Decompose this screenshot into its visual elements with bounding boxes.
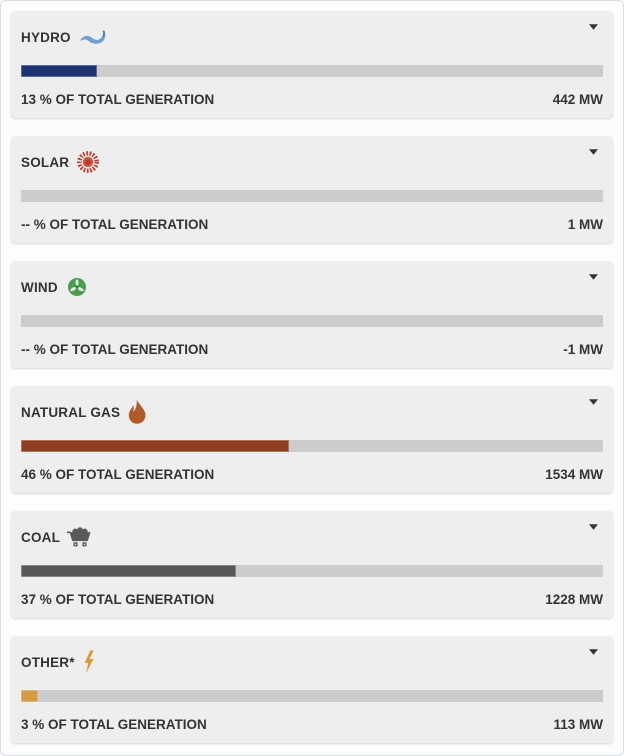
lightning-bolt-icon [82,650,96,674]
generation-bar-track [21,565,603,577]
bar-fill [21,690,39,702]
card-footer: 3 % OF TOTAL GENERATION 113 MW [21,717,603,732]
generation-bar-track [21,440,603,452]
card-footer: 46 % OF TOTAL GENERATION 1534 MW [21,467,603,482]
card-hydro[interactable]: HYDRO 13 % OF TOTAL GENERATION 442 MW [11,11,613,118]
card-header: COAL [21,520,603,554]
caret-down-icon[interactable] [585,395,601,409]
card-solar[interactable]: SOLAR -- % OF TOTAL GENERATION 1 MW [11,136,613,243]
fuel-label: WIND [21,279,58,295]
percent-of-generation-label: -- % OF TOTAL GENERATION [21,217,209,232]
fuel-label: SOLAR [21,154,70,170]
percent-of-generation-label: 3 % OF TOTAL GENERATION [21,717,207,732]
caret-down-icon[interactable] [585,270,601,284]
card-header: HYDRO [21,20,603,54]
bar-fill [21,440,289,452]
percent-of-generation-label: -- % OF TOTAL GENERATION [21,342,209,357]
sun-icon [76,150,100,174]
generation-bar-track [21,190,603,202]
card-footer: -- % OF TOTAL GENERATION -1 MW [21,342,603,357]
percent-of-generation-label: 37 % OF TOTAL GENERATION [21,592,215,607]
flame-icon [127,399,149,425]
generation-bar-track [21,690,603,702]
card-coal[interactable]: COAL 37 % OF TOTAL GENERATION 1228 MW [11,511,613,618]
card-natural-gas[interactable]: NATURAL GAS 46 % OF TOTAL GENERATION 153… [11,386,613,493]
megawatt-value: 1228 MW [545,592,603,607]
fuel-label: HYDRO [21,29,71,45]
bar-fill [21,65,97,77]
bar-fill [21,565,237,577]
caret-down-icon[interactable] [585,145,601,159]
caret-down-icon[interactable] [585,20,601,34]
water-wave-icon [78,27,108,47]
megawatt-value: 442 MW [552,92,603,107]
caret-down-icon[interactable] [585,645,601,659]
percent-of-generation-label: 46 % OF TOTAL GENERATION [21,467,215,482]
megawatt-value: -1 MW [563,342,603,357]
percent-of-generation-label: 13 % OF TOTAL GENERATION [21,92,215,107]
generation-bar-track [21,65,603,77]
card-footer: -- % OF TOTAL GENERATION 1 MW [21,217,603,232]
megawatt-value: 1534 MW [545,467,603,482]
wind-turbine-icon [65,275,89,299]
generation-bar-track [21,315,603,327]
generation-list: HYDRO 13 % OF TOTAL GENERATION 442 MW SO… [1,11,623,743]
card-header: NATURAL GAS [21,395,603,429]
card-other[interactable]: OTHER* 3 % OF TOTAL GENERATION 113 MW [11,636,613,743]
megawatt-value: 1 MW [567,217,603,232]
megawatt-value: 113 MW [553,717,603,732]
card-footer: 37 % OF TOTAL GENERATION 1228 MW [21,592,603,607]
card-header: WIND [21,270,603,304]
coal-cart-icon [67,525,93,549]
caret-down-icon[interactable] [585,520,601,534]
card-footer: 13 % OF TOTAL GENERATION 442 MW [21,92,603,107]
fuel-label: OTHER* [21,654,75,670]
fuel-label: NATURAL GAS [21,404,121,420]
card-header: SOLAR [21,145,603,179]
card-header: OTHER* [21,645,603,679]
card-wind[interactable]: WIND -- % OF TOTAL GENERATION -1 MW [11,261,613,368]
fuel-label: COAL [21,529,61,545]
